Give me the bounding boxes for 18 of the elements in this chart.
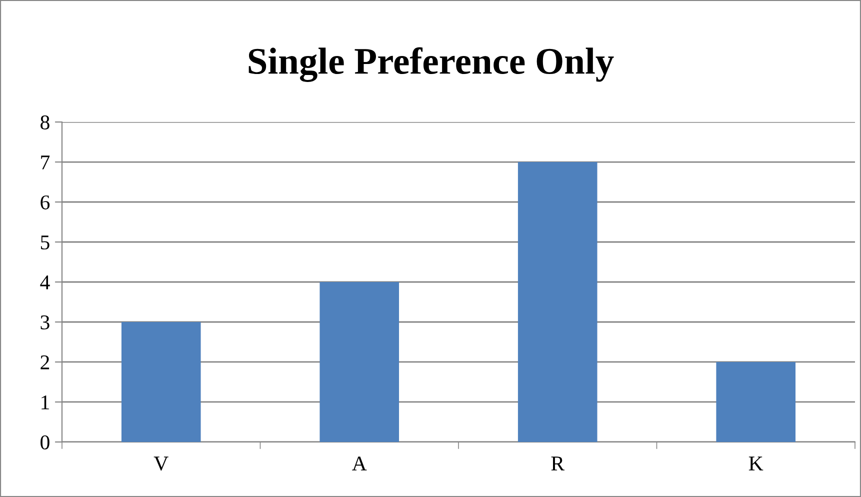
y-tick-label: 5 xyxy=(40,236,50,250)
y-tick-label: 3 xyxy=(40,315,50,330)
bar xyxy=(320,282,400,442)
bar xyxy=(716,362,796,442)
y-tick-label: 6 xyxy=(40,195,50,210)
bar xyxy=(518,162,598,442)
y-tick-label: 1 xyxy=(42,395,49,410)
y-tick-label: 4 xyxy=(40,276,50,290)
x-tick-label: V xyxy=(154,456,168,471)
y-tick-label: 8 xyxy=(40,115,50,130)
x-tick-label: A xyxy=(352,456,367,470)
x-tick-label: K xyxy=(748,456,764,470)
y-tick-label: 2 xyxy=(40,355,50,370)
y-tick-label: 0 xyxy=(40,435,50,450)
x-tick-label: R xyxy=(551,456,565,470)
y-tick-label: 7 xyxy=(41,156,50,170)
chart-title: Single Preference Only xyxy=(248,47,614,82)
bar xyxy=(121,322,201,442)
